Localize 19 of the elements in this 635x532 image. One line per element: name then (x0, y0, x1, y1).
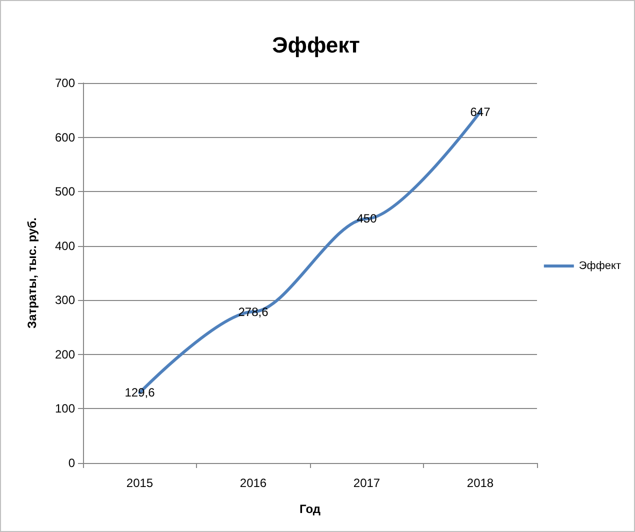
data-label: 129,6 (124, 386, 156, 400)
y-tick-label: 200 (54, 347, 76, 362)
y-tick-label: 500 (54, 184, 76, 199)
x-tick-label: 2016 (240, 476, 267, 490)
y-tick-label: 600 (54, 130, 76, 144)
legend-label: Эффект (578, 260, 622, 272)
y-tick-label: 300 (54, 293, 76, 308)
y-axis-title: Затраты, тыс. руб. (25, 218, 39, 328)
y-tick-label: 700 (54, 76, 76, 90)
y-tick-label: 400 (54, 238, 76, 253)
x-tick-label: 2017 (353, 476, 380, 490)
x-tick-label: 2018 (466, 476, 494, 490)
x-axis-title: Год (300, 502, 321, 516)
y-tick-label: 100 (54, 402, 76, 416)
x-tick-label: 2015 (126, 476, 154, 490)
data-label: 647 (470, 104, 491, 119)
chart-title: Эффект (272, 32, 360, 58)
data-label: 450 (356, 212, 378, 226)
y-tick-label: 0 (68, 456, 76, 470)
